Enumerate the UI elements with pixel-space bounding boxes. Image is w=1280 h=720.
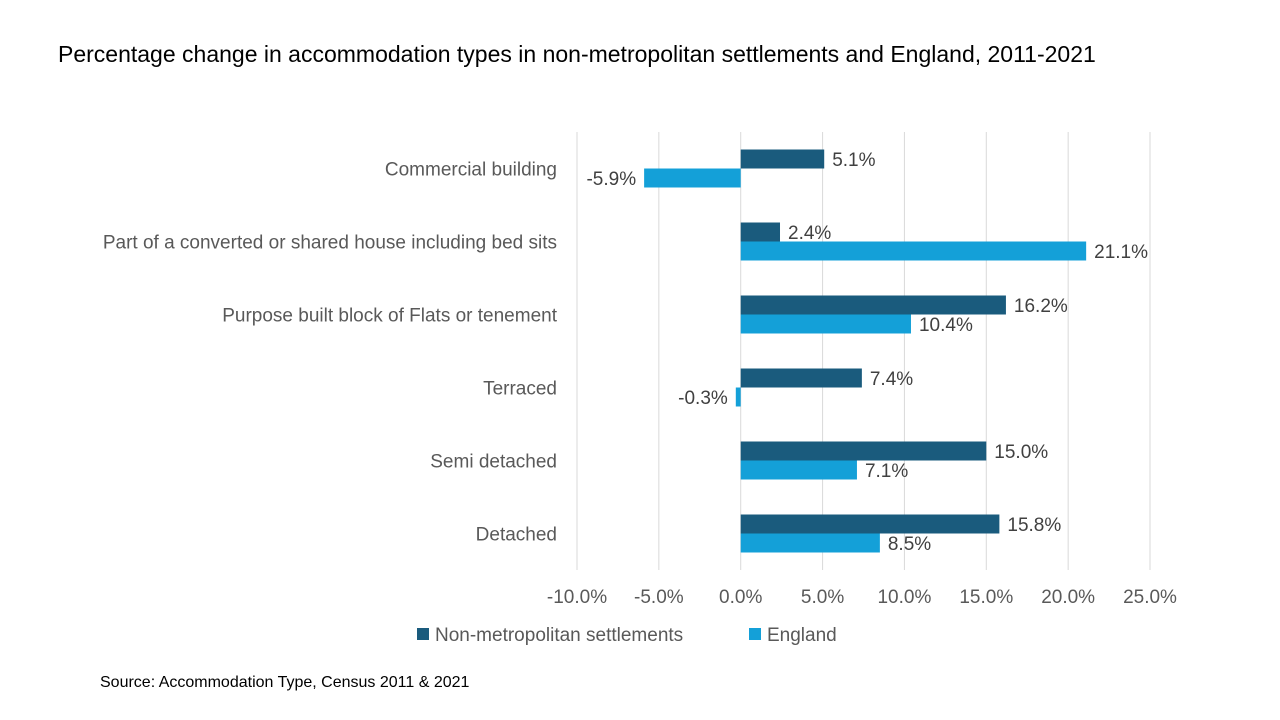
legend-item-non-metropolitan-label: Non-metropolitan settlements: [435, 625, 683, 646]
x-axis-tick-labels: -10.0% -5.0% 0.0% 5.0% 10.0% 15.0% 20.0% 25.0%: [547, 587, 1177, 608]
bar-england: [740, 314, 911, 334]
bar-england: [740, 241, 1087, 261]
bar-england: [644, 168, 741, 188]
bar-non-metropolitan: [740, 149, 825, 169]
legend-item-england-swatch: [749, 628, 761, 640]
bar-non-metropolitan: [740, 441, 987, 461]
x-tick-label: 0.0%: [719, 587, 762, 608]
source-note: Source: Accommodation Type, Census 2011 …: [100, 674, 470, 691]
category-label: Part of a converted or shared house incl…: [103, 233, 557, 254]
data-label: 5.1%: [832, 150, 875, 171]
category-label: Terraced: [483, 379, 557, 400]
data-label: 7.1%: [865, 461, 908, 482]
data-label: 15.0%: [994, 442, 1048, 463]
bar-non-metropolitan: [740, 295, 1006, 315]
bar-england: [735, 387, 741, 407]
category-label: Detached: [476, 525, 557, 546]
x-tick-label: 20.0%: [1041, 587, 1095, 608]
legend: Non-metropolitan settlements England: [417, 625, 837, 646]
bar-non-metropolitan: [740, 368, 862, 388]
data-label: 7.4%: [870, 369, 913, 390]
category-labels: Commercial building Part of a converted o…: [103, 160, 558, 546]
category-label: Semi detached: [430, 452, 557, 473]
x-tick-label: -5.0%: [634, 587, 684, 608]
bar-england: [740, 460, 857, 480]
data-label: 8.5%: [888, 534, 931, 555]
data-label: 10.4%: [919, 315, 973, 336]
data-labels: 5.1% -5.9% 2.4% 21.1% 16.2% 10.4% 7.4% -0.3% 15.…: [586, 150, 1148, 555]
x-tick-label: 5.0%: [801, 587, 844, 608]
bar-england: [740, 533, 880, 553]
x-tick-label: 15.0%: [959, 587, 1013, 608]
bar-non-metropolitan: [740, 222, 781, 242]
data-label: -0.3%: [678, 388, 728, 409]
legend-item-england-label: England: [767, 625, 837, 646]
bar-non-metropolitan: [740, 514, 1000, 534]
gridlines: [576, 132, 1151, 570]
legend-item-non-metropolitan-swatch: [417, 628, 429, 640]
category-label: Commercial building: [385, 160, 557, 181]
data-label: -5.9%: [586, 169, 636, 190]
x-tick-label: 10.0%: [877, 587, 931, 608]
x-tick-label: -10.0%: [547, 587, 607, 608]
chart-title: Percentage change in accommodation types…: [58, 41, 1096, 67]
data-label: 15.8%: [1007, 515, 1061, 536]
x-tick-label: 25.0%: [1123, 587, 1177, 608]
data-label: 2.4%: [788, 223, 831, 244]
data-label: 21.1%: [1094, 242, 1148, 263]
category-label: Purpose built block of Flats or tenement: [222, 306, 558, 327]
data-label: 16.2%: [1014, 296, 1068, 317]
bars: [644, 149, 1087, 553]
